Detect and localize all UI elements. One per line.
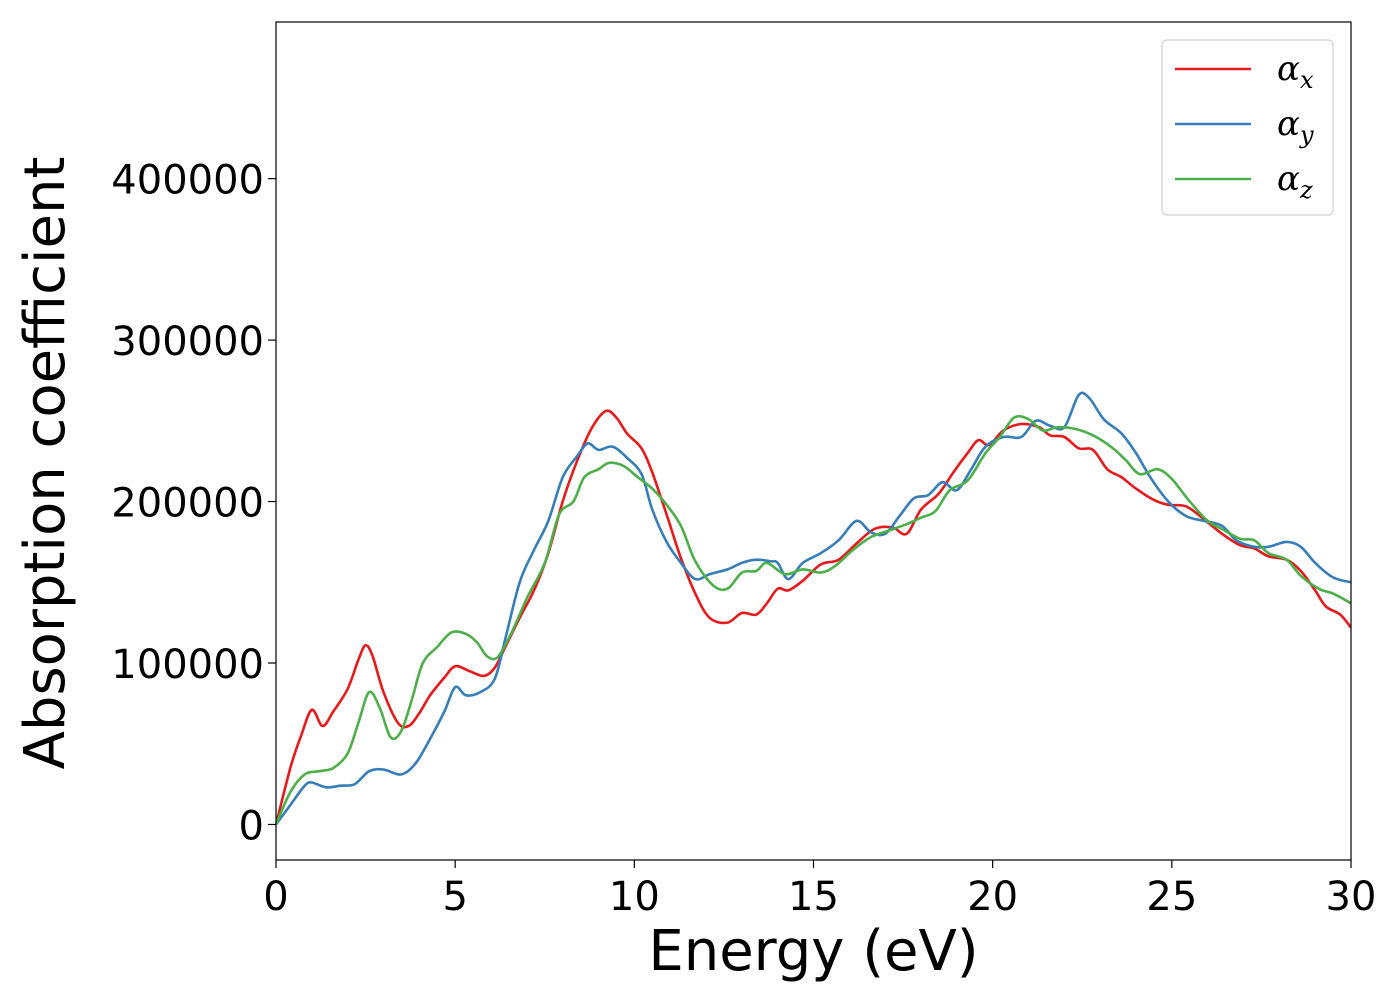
y-tick-label: 0 — [239, 803, 264, 849]
x-axis: 0 5 10 15 20 25 30 — [263, 860, 1376, 920]
x-tick-label: 30 — [1326, 874, 1377, 920]
legend-label-z: αz — [1277, 159, 1313, 204]
y-axis: 0 100000 200000 300000 400000 — [111, 158, 276, 849]
x-tick-label: 5 — [442, 874, 467, 920]
series-line-y — [276, 391, 1351, 826]
series-layer — [276, 391, 1351, 826]
legend-box — [1161, 39, 1334, 216]
y-tick-label: 400000 — [111, 158, 264, 204]
x-tick-label: 10 — [609, 874, 660, 920]
x-tick-label: 15 — [788, 874, 839, 920]
legend-label-x: αx — [1277, 49, 1314, 94]
y-tick-label: 100000 — [111, 642, 264, 688]
x-tick-label: 20 — [967, 874, 1018, 920]
y-tick-label: 300000 — [111, 319, 264, 365]
series-line-z — [276, 414, 1351, 826]
legend: αx αy αz — [1161, 39, 1334, 216]
y-tick-label: 200000 — [111, 481, 264, 527]
x-tick-label: 0 — [263, 874, 288, 920]
x-tick-label: 25 — [1146, 874, 1197, 920]
y-axis-label: Absorption coefficient — [13, 157, 78, 770]
x-axis-label: Energy (eV) — [648, 919, 978, 984]
legend-label-y: αy — [1277, 104, 1314, 149]
series-line-x — [276, 409, 1351, 825]
